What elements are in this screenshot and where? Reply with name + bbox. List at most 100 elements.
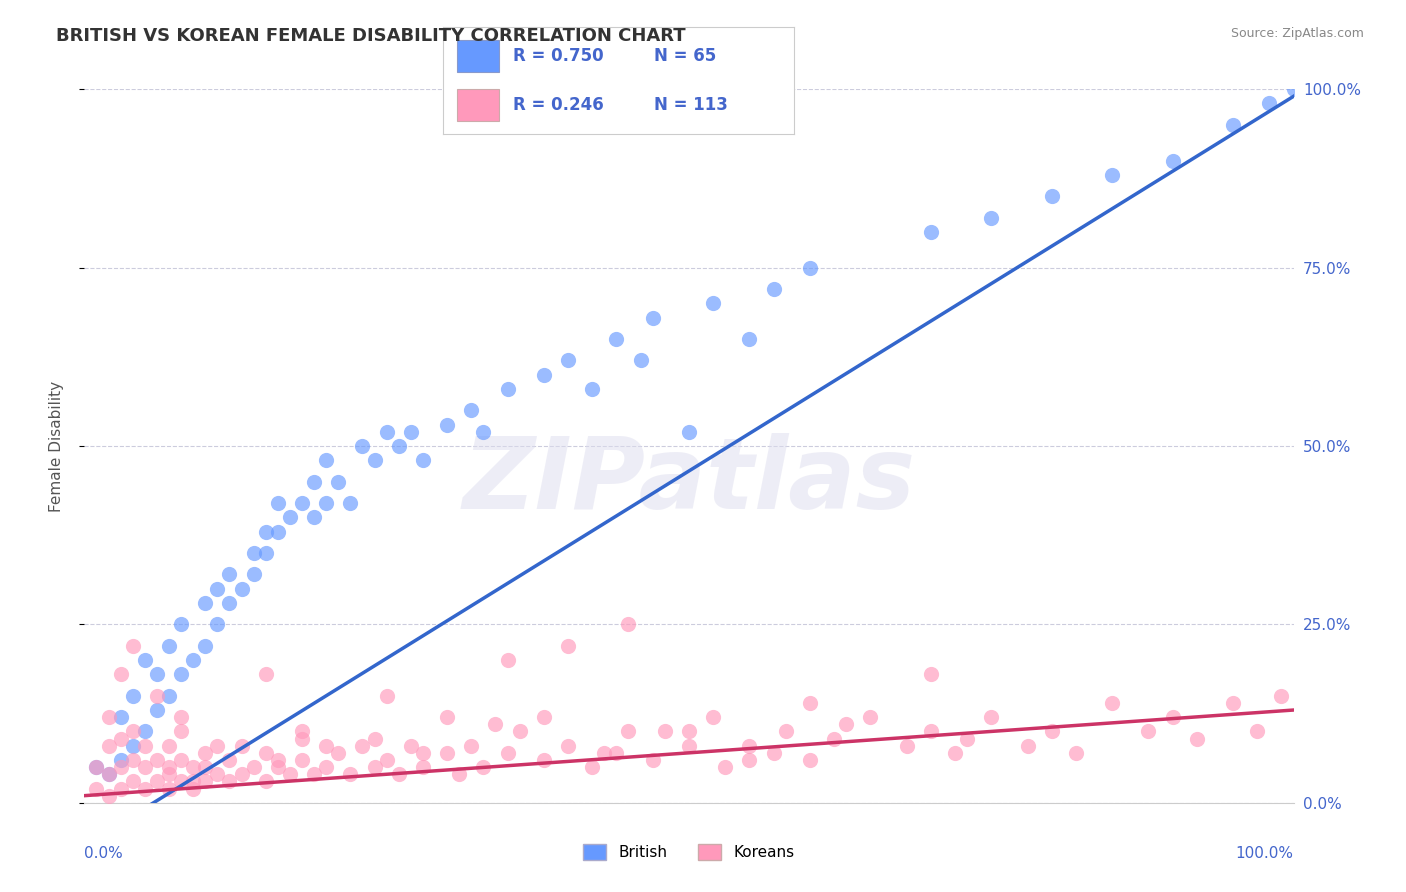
- Point: [231, 767, 253, 781]
- Point: [472, 425, 495, 439]
- Point: [714, 760, 737, 774]
- Point: [799, 696, 821, 710]
- Point: [134, 724, 156, 739]
- Point: [896, 739, 918, 753]
- Point: [605, 746, 627, 760]
- Point: [194, 746, 217, 760]
- Point: [1017, 739, 1039, 753]
- Point: [678, 739, 700, 753]
- Point: [134, 653, 156, 667]
- Point: [496, 746, 519, 760]
- Point: [134, 760, 156, 774]
- Y-axis label: Female Disability: Female Disability: [49, 380, 63, 512]
- Point: [146, 689, 169, 703]
- Point: [1137, 724, 1160, 739]
- Point: [1222, 696, 1244, 710]
- Point: [97, 789, 120, 803]
- Point: [799, 753, 821, 767]
- Text: Source: ZipAtlas.com: Source: ZipAtlas.com: [1230, 27, 1364, 40]
- Text: N = 65: N = 65: [654, 46, 716, 64]
- Point: [557, 739, 579, 753]
- Point: [86, 760, 108, 774]
- Point: [412, 453, 434, 467]
- Point: [254, 746, 277, 760]
- Point: [302, 767, 325, 781]
- Point: [157, 781, 180, 796]
- Point: [315, 496, 337, 510]
- Point: [97, 767, 120, 781]
- Point: [762, 282, 785, 296]
- Point: [738, 753, 761, 767]
- Point: [170, 724, 193, 739]
- Point: [86, 760, 108, 774]
- Point: [328, 475, 350, 489]
- Point: [980, 211, 1002, 225]
- Point: [194, 639, 217, 653]
- Point: [121, 739, 143, 753]
- Point: [218, 753, 240, 767]
- Point: [472, 760, 495, 774]
- Point: [1040, 189, 1063, 203]
- Point: [110, 667, 132, 681]
- Point: [231, 582, 253, 596]
- Legend: British, Koreans: British, Koreans: [578, 838, 800, 866]
- Point: [218, 596, 240, 610]
- Text: R = 0.246: R = 0.246: [513, 96, 605, 114]
- Point: [302, 475, 325, 489]
- Point: [315, 453, 337, 467]
- Point: [181, 653, 204, 667]
- Point: [207, 739, 229, 753]
- Point: [218, 774, 240, 789]
- Point: [302, 510, 325, 524]
- Point: [157, 760, 180, 774]
- Point: [1282, 82, 1305, 96]
- Point: [110, 760, 132, 774]
- FancyBboxPatch shape: [457, 89, 499, 121]
- Point: [1064, 746, 1087, 760]
- Point: [97, 767, 120, 781]
- Point: [207, 582, 229, 596]
- Text: ZIPatlas: ZIPatlas: [463, 434, 915, 530]
- Point: [339, 496, 361, 510]
- Point: [412, 760, 434, 774]
- Point: [352, 739, 374, 753]
- Point: [291, 731, 314, 746]
- Point: [678, 425, 700, 439]
- Point: [641, 753, 664, 767]
- Point: [641, 310, 664, 325]
- Point: [449, 767, 471, 781]
- Point: [581, 760, 603, 774]
- Point: [242, 567, 264, 582]
- Point: [352, 439, 374, 453]
- Point: [436, 417, 458, 432]
- Point: [254, 524, 277, 539]
- Point: [181, 774, 204, 789]
- Point: [375, 425, 398, 439]
- Point: [617, 617, 640, 632]
- Point: [484, 717, 506, 731]
- Point: [157, 739, 180, 753]
- Point: [1222, 118, 1244, 132]
- Point: [1185, 731, 1208, 746]
- Point: [496, 382, 519, 396]
- Point: [859, 710, 882, 724]
- Point: [157, 767, 180, 781]
- Point: [291, 724, 314, 739]
- Point: [702, 710, 724, 724]
- Point: [956, 731, 979, 746]
- Point: [920, 225, 942, 239]
- Point: [278, 510, 301, 524]
- Point: [509, 724, 531, 739]
- Point: [157, 639, 180, 653]
- Point: [121, 724, 143, 739]
- Point: [823, 731, 845, 746]
- Point: [157, 689, 180, 703]
- Point: [86, 781, 108, 796]
- Point: [242, 546, 264, 560]
- Point: [110, 710, 132, 724]
- Point: [605, 332, 627, 346]
- Point: [218, 567, 240, 582]
- Point: [121, 753, 143, 767]
- Point: [194, 596, 217, 610]
- Point: [170, 753, 193, 767]
